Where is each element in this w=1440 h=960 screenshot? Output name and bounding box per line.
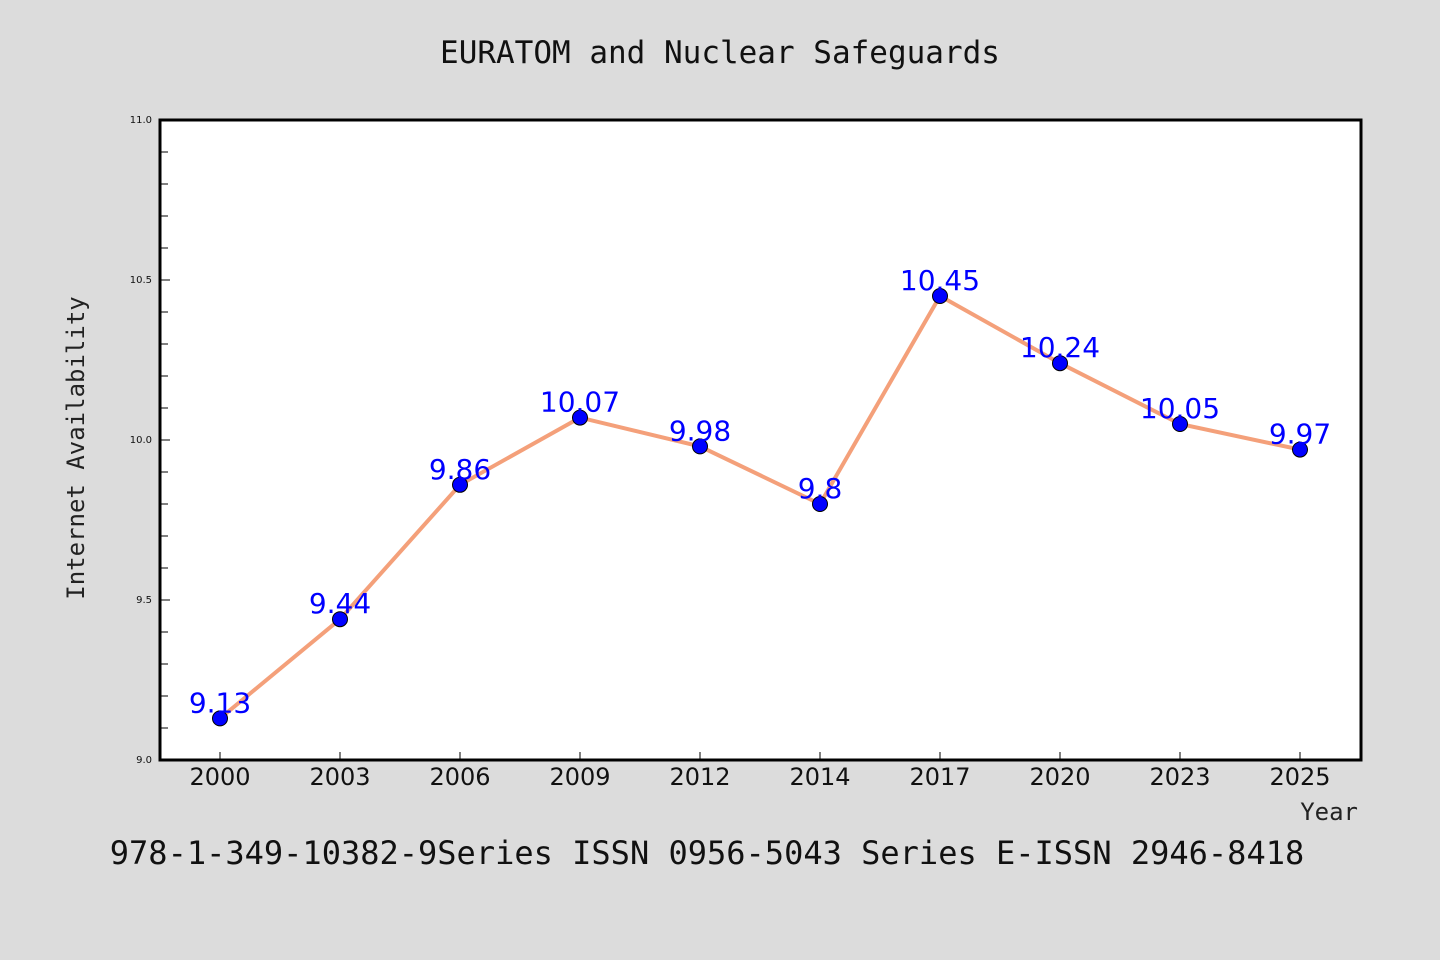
- x-tick-label: 2000: [189, 763, 250, 791]
- data-point: [692, 438, 708, 455]
- data-point: [1172, 416, 1188, 432]
- data-point: [1292, 441, 1308, 458]
- series-line: [218, 293, 1301, 720]
- x-tick-label: 2009: [549, 763, 610, 791]
- data-label: 9.86: [429, 453, 491, 486]
- y-tick-label: 9.5: [136, 595, 152, 606]
- data-point: [212, 710, 228, 727]
- x-axis-label: Year: [1300, 798, 1358, 826]
- data-label: 9.13: [189, 686, 251, 719]
- data-point: [452, 476, 468, 493]
- x-tick-label: 2025: [1269, 763, 1330, 791]
- x-tick-label: 2020: [1029, 763, 1090, 791]
- x-tick-label: 2003: [309, 763, 370, 791]
- x-tick-label: 2023: [1149, 763, 1210, 791]
- chart-title: EURATOM and Nuclear Safeguards: [440, 35, 1000, 71]
- data-label: 10.05: [1140, 392, 1220, 425]
- y-tick-label: 10.0: [130, 435, 152, 446]
- data-point: [812, 496, 828, 512]
- y-axis-label: Internet Availability: [62, 296, 90, 599]
- x-tick-label: 2006: [429, 763, 490, 791]
- x-axis: 2000 2003 2006 2009 2012 2014 2017 2020 2023 2025: [189, 752, 1331, 791]
- data-label: 10.45: [900, 264, 980, 297]
- data-label: 10.07: [540, 386, 620, 419]
- series-markers: [212, 288, 1308, 727]
- data-label: 9.98: [669, 414, 731, 447]
- footer-isbn-text: 978-1-349-10382-9Series ISSN 0956-5043 S…: [110, 834, 1304, 872]
- x-tick-label: 2014: [789, 763, 850, 791]
- x-tick-label: 2017: [909, 763, 970, 791]
- data-label: 9.97: [1269, 418, 1331, 451]
- data-point: [572, 409, 588, 426]
- y-tick-label: 9.0: [136, 755, 152, 766]
- plot-area: [158, 118, 1363, 762]
- data-point: [332, 611, 348, 628]
- data-label: 10.24: [1020, 331, 1100, 364]
- x-tick-label: 2012: [669, 763, 730, 791]
- y-tick-label: 10.5: [130, 275, 152, 286]
- data-point: [932, 288, 948, 304]
- y-axis: 9.0 9.5 10.0 10.5 11.0: [130, 115, 170, 766]
- data-label: 9.8: [798, 472, 843, 505]
- y-tick-label: 11.0: [130, 115, 152, 126]
- data-point: [1052, 355, 1068, 372]
- data-label: 9.44: [309, 587, 371, 620]
- data-labels: 9.13 9.44 9.86 10.07 9.98 9.8 10.45 10.24 10.05 9…: [189, 264, 1331, 719]
